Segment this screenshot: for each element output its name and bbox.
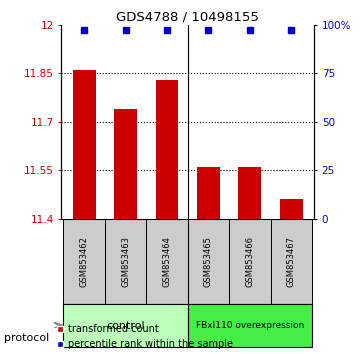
Bar	[239, 167, 261, 219]
Text: FBxl110 overexpression: FBxl110 overexpression	[196, 321, 304, 330]
Text: GSM853462: GSM853462	[80, 236, 89, 287]
Bar	[197, 167, 220, 219]
Bar	[64, 219, 105, 304]
Bar	[64, 304, 188, 347]
Text: GSM853467: GSM853467	[287, 236, 296, 287]
Bar	[114, 109, 137, 219]
Bar	[156, 80, 178, 219]
Bar	[105, 219, 146, 304]
Text: GSM853463: GSM853463	[121, 236, 130, 287]
Text: GSM853465: GSM853465	[204, 236, 213, 287]
Legend: transformed count, percentile rank within the sample: transformed count, percentile rank withi…	[55, 324, 233, 349]
Text: GSM853464: GSM853464	[162, 236, 171, 287]
Bar	[188, 304, 312, 347]
Text: protocol: protocol	[4, 333, 49, 343]
Bar	[229, 219, 271, 304]
Bar	[73, 70, 96, 219]
Bar	[280, 199, 303, 219]
Bar	[146, 219, 188, 304]
Text: GSM853466: GSM853466	[245, 236, 255, 287]
Bar	[271, 219, 312, 304]
Text: control: control	[106, 321, 145, 331]
Title: GDS4788 / 10498155: GDS4788 / 10498155	[116, 11, 259, 24]
Bar	[188, 219, 229, 304]
